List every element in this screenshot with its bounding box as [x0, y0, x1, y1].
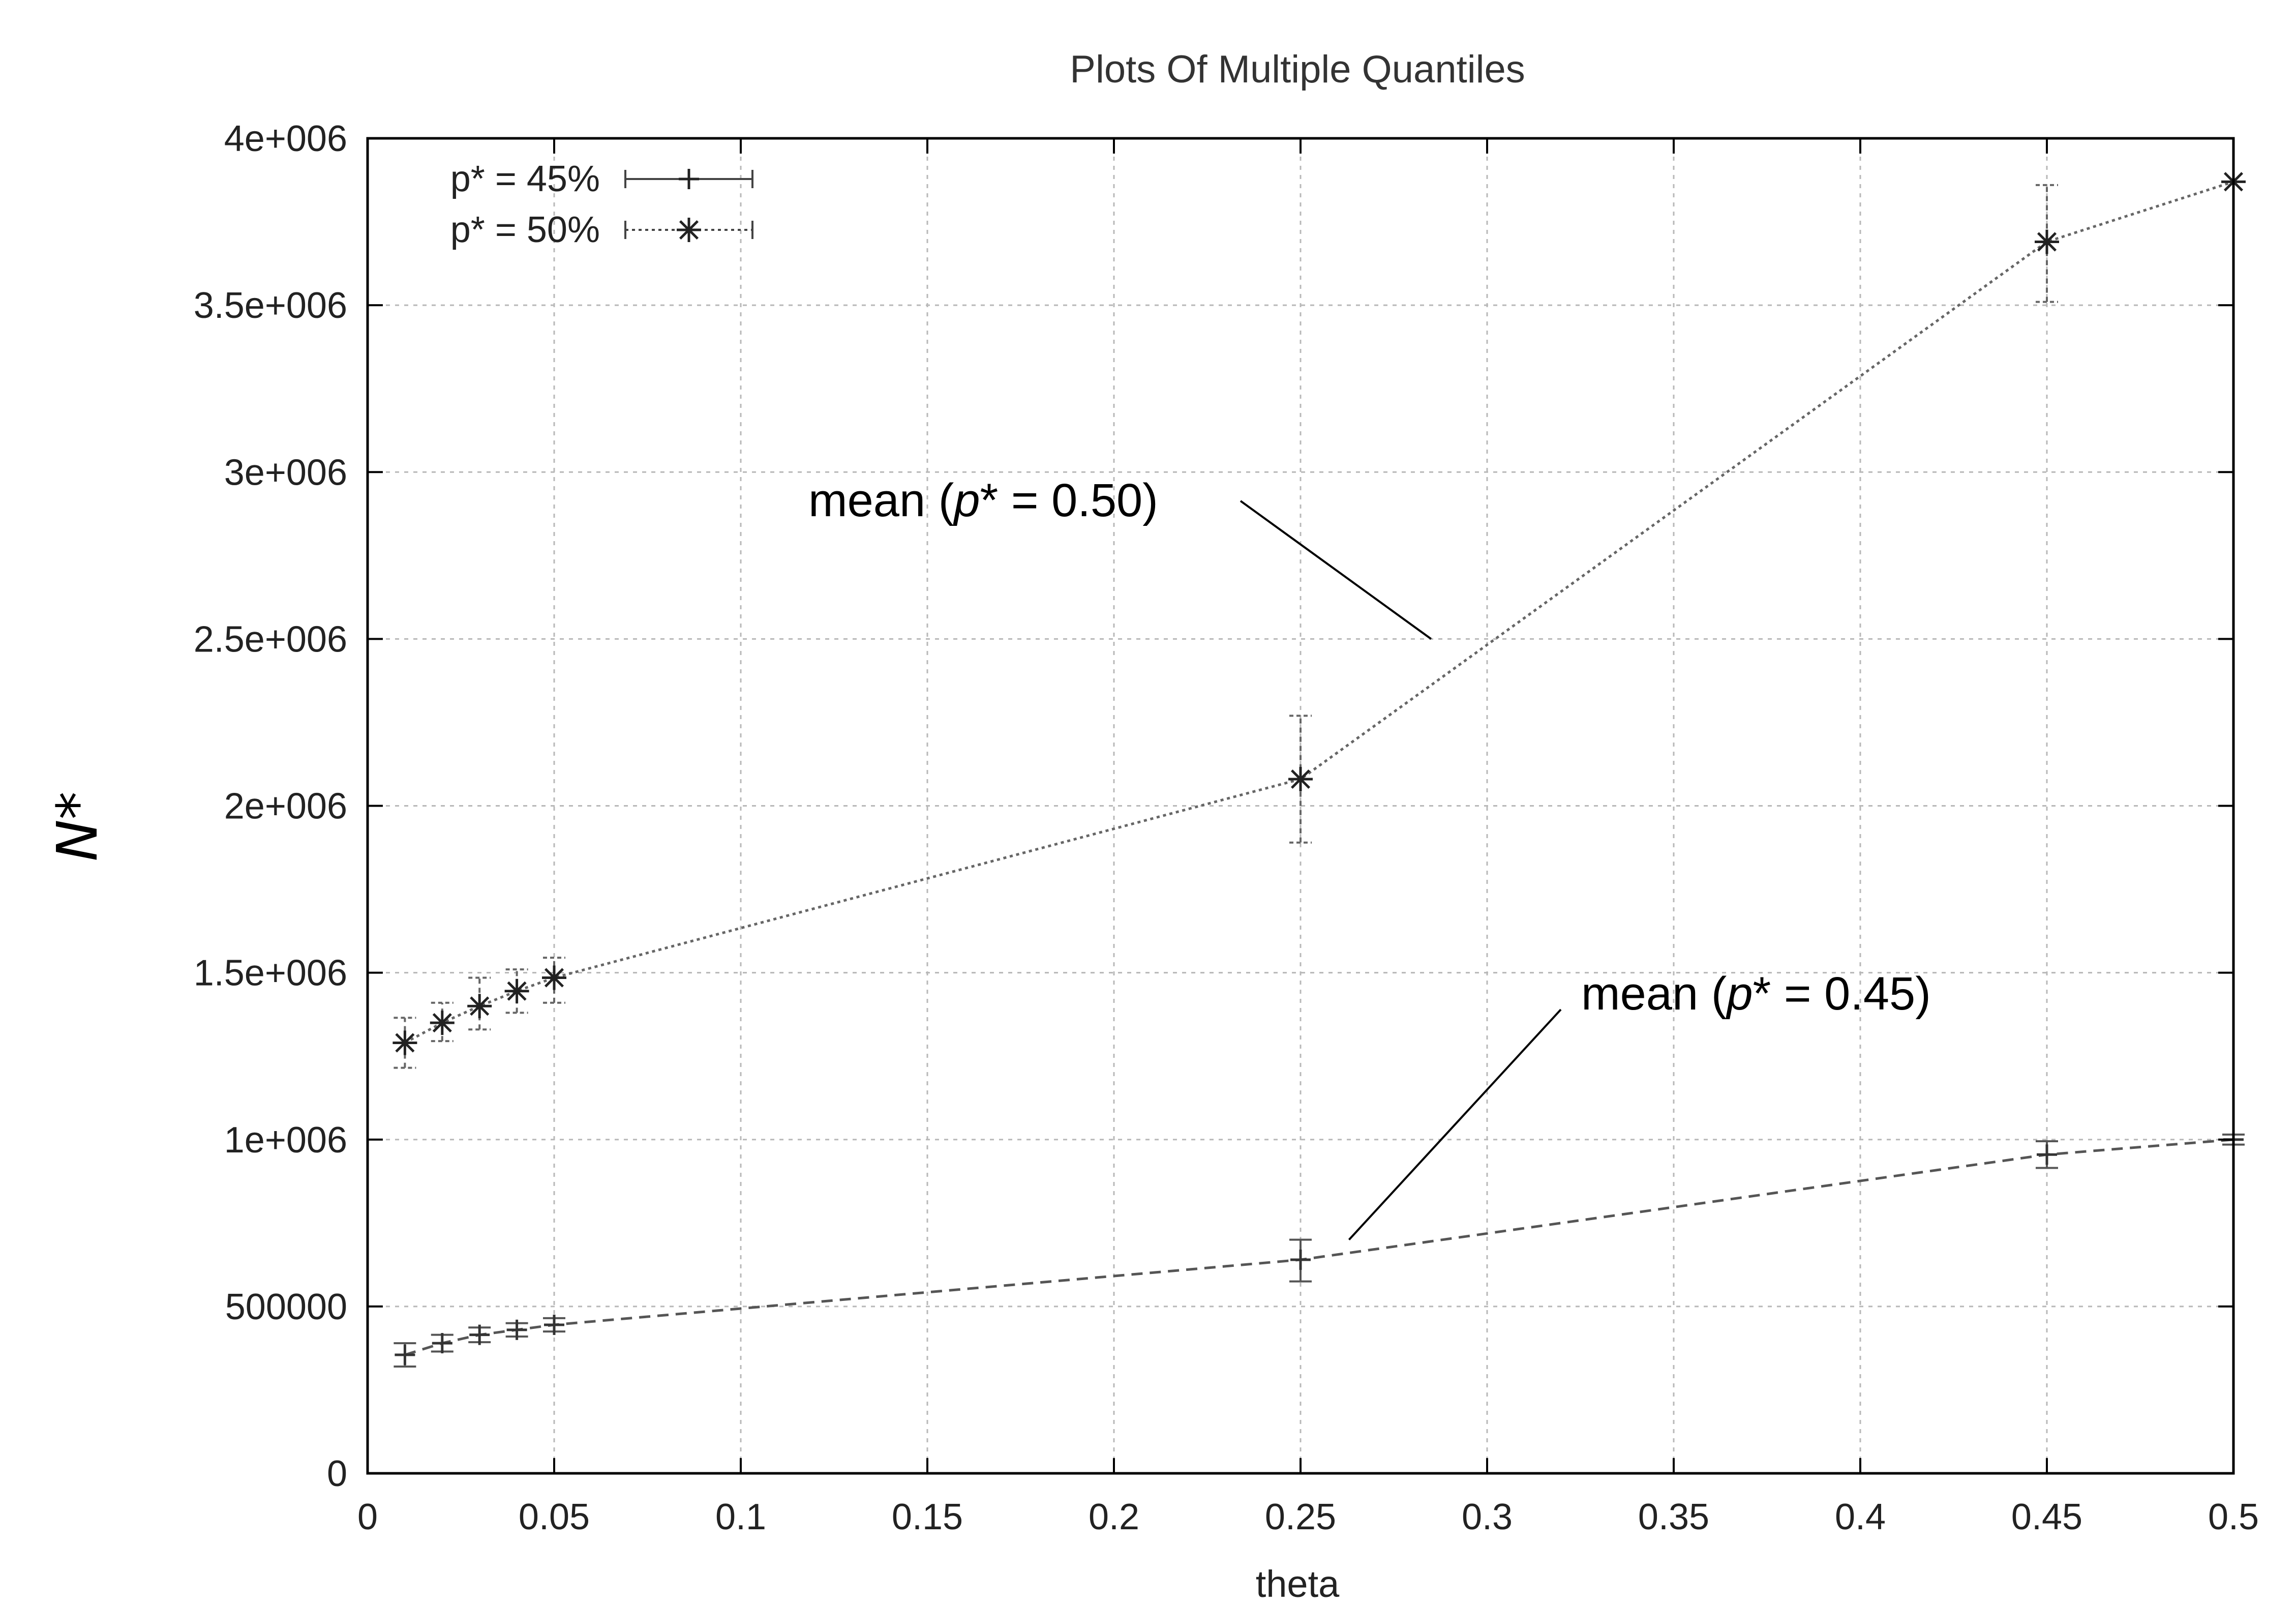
- y-tick-label: 1e+006: [224, 1120, 347, 1161]
- x-tick-label: 0.4: [1835, 1497, 1886, 1537]
- x-tick-label: 0.2: [1089, 1497, 1139, 1537]
- series-line: [404, 180, 2234, 1044]
- annotation-text: mean (p* = 0.45): [1581, 968, 1931, 1020]
- data-point: [392, 1030, 417, 1055]
- annotation-2: mean (p* = 0.45): [1348, 968, 1931, 1240]
- x-tick-label: 0.05: [519, 1497, 590, 1537]
- x-tick-label: 0: [357, 1497, 378, 1537]
- y-axis-tick-labels: 0 500000 1e+006 1.5e+006 2e+006 2.5e+006 3e+00…: [194, 118, 347, 1494]
- y-tick-label: 2.5e+006: [194, 619, 347, 660]
- annotation-1: mean (p* = 0.50): [808, 474, 1432, 640]
- error-bar: [1289, 715, 1312, 844]
- x-tick-label: 0.35: [1638, 1497, 1709, 1537]
- y-tick-label: 2e+006: [224, 786, 347, 827]
- data-point: [506, 1319, 527, 1340]
- annotations: mean (p* = 0.50) mean (p* = 0.45): [808, 474, 1931, 1240]
- series-line: [404, 1138, 2234, 1356]
- data-point: [395, 1345, 415, 1366]
- legend: p* = 45% p* = 50%: [450, 159, 753, 250]
- y-tick-label: 500000: [225, 1287, 347, 1327]
- x-tick-label: 0.3: [1462, 1497, 1513, 1537]
- legend-marker: [679, 169, 699, 189]
- x-tick-label: 0.45: [2011, 1497, 2082, 1537]
- data-point: [432, 1333, 452, 1354]
- data-point: [1290, 1250, 1311, 1270]
- x-tick-label: 0.15: [892, 1497, 963, 1537]
- chart-title: Plots Of Multiple Quantiles: [1070, 48, 1525, 91]
- data-point: [469, 1324, 490, 1345]
- series-1: [394, 1129, 2245, 1368]
- data-point: [542, 965, 566, 990]
- legend-marker: [677, 218, 701, 242]
- data-point: [1288, 767, 1313, 791]
- error-bar: [394, 1017, 416, 1069]
- data-point: [430, 1011, 455, 1035]
- annotation-leader-line: [1240, 500, 1432, 640]
- y-tick-label: 1.5e+006: [194, 953, 347, 994]
- annotation-leader-line: [1348, 1008, 1562, 1240]
- grid: [368, 138, 2233, 1473]
- data-point: [504, 978, 529, 1003]
- y-tick-label: 3e+006: [224, 452, 347, 493]
- data-point: [467, 994, 492, 1019]
- y-tick-label: 3.5e+006: [194, 285, 347, 326]
- error-bar: [468, 976, 491, 1031]
- annotation-text: mean (p* = 0.50): [808, 474, 1158, 526]
- y-axis-label: N*: [45, 791, 110, 861]
- data-point: [2035, 229, 2059, 254]
- legend-label: p* = 45%: [450, 159, 600, 199]
- x-tick-label: 0.5: [2208, 1497, 2259, 1537]
- series-2: [392, 169, 2246, 1069]
- y-tick-label: 4e+006: [224, 118, 347, 159]
- x-axis-tick-labels: 0 0.05 0.1 0.15 0.2 0.25 0.3 0.35 0.4 0.45 0.5: [357, 1497, 2259, 1537]
- data-point: [2037, 1144, 2057, 1165]
- series-layer: [392, 169, 2246, 1368]
- x-axis-label: theta: [1256, 1563, 1340, 1602]
- y-tick-label: 0: [327, 1453, 347, 1494]
- legend-sample: [624, 218, 753, 242]
- legend-label: p* = 50%: [450, 210, 600, 250]
- x-tick-label: 0.25: [1265, 1497, 1336, 1537]
- axis-ticks: [367, 137, 2234, 1474]
- x-tick-label: 0.1: [715, 1497, 766, 1537]
- legend-sample: [624, 169, 753, 189]
- data-point: [544, 1314, 564, 1335]
